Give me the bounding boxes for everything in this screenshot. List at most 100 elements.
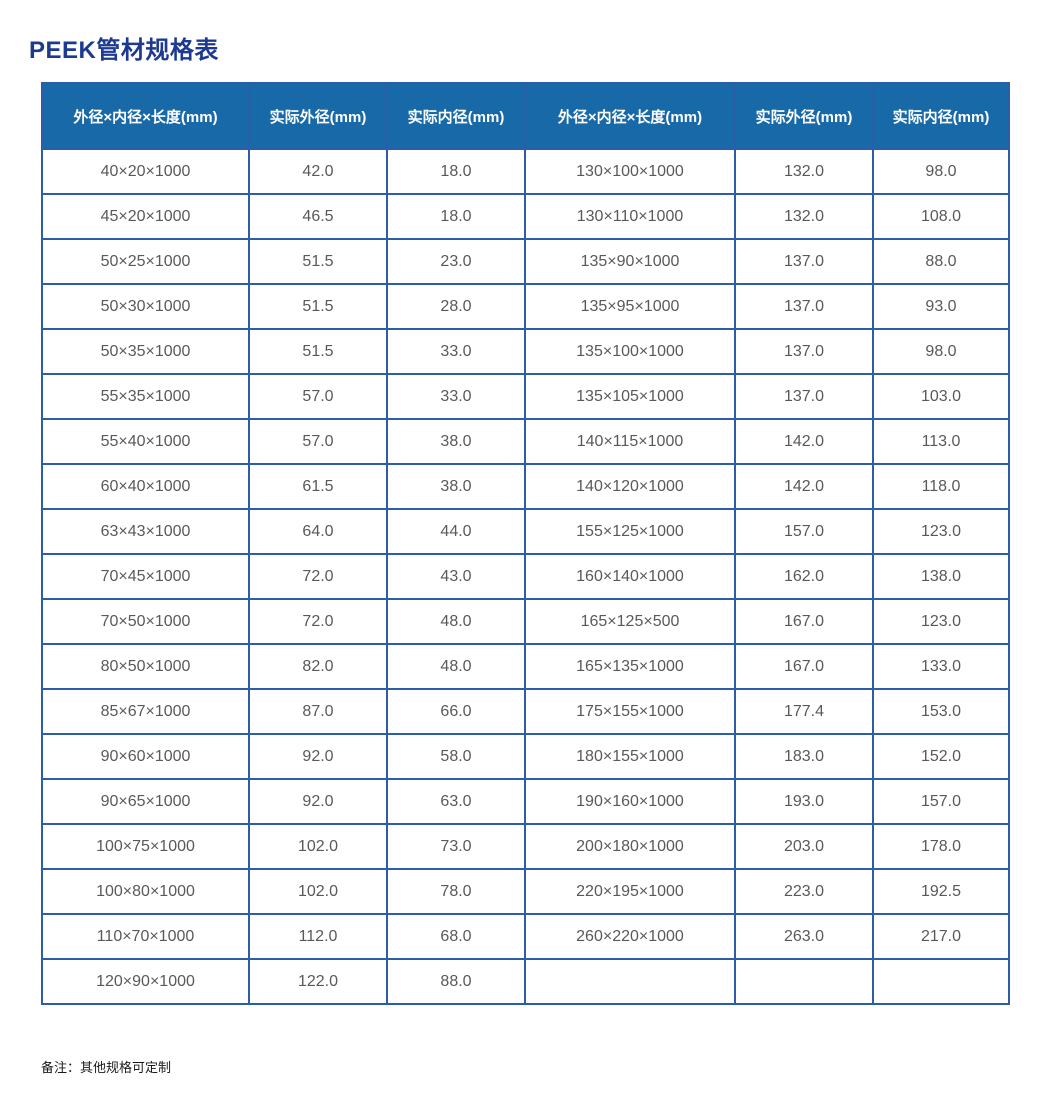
table-cell: 58.0 — [386, 733, 526, 780]
table-cell: 192.5 — [872, 868, 1010, 915]
table-row: 50×25×1000 51.5 23.0 135×90×1000 137.0 88.0 — [41, 238, 1010, 285]
column-header: 外径×内径×长度(mm) — [41, 82, 250, 150]
table-cell: 78.0 — [386, 868, 526, 915]
table-row: 100×80×1000 102.0 78.0 220×195×1000 223.0 192… — [41, 868, 1010, 915]
table-cell: 217.0 — [872, 913, 1010, 960]
table-cell: 33.0 — [386, 328, 526, 375]
table-cell: 92.0 — [248, 733, 388, 780]
table-cell: 108.0 — [872, 193, 1010, 240]
table-row: 50×35×1000 51.5 33.0 135×100×1000 137.0 98.0 — [41, 328, 1010, 375]
table-row: 100×75×1000 102.0 73.0 200×180×1000 203.0 178… — [41, 823, 1010, 870]
table-cell: 165×125×500 — [524, 598, 736, 645]
table-row: 90×60×1000 92.0 58.0 180×155×1000 183.0 152.0 — [41, 733, 1010, 780]
table-header: 外径×内径×长度(mm) 实际外径(mm) 实际内径(mm) 外径×内径×长度(mm)… — [41, 82, 1010, 150]
table-cell: 155×125×1000 — [524, 508, 736, 555]
table-cell: 50×35×1000 — [41, 328, 250, 375]
column-header: 实际内径(mm) — [386, 82, 526, 150]
table-cell: 87.0 — [248, 688, 388, 735]
table-cell: 63.0 — [386, 778, 526, 825]
table-cell — [524, 958, 736, 1005]
table-cell: 88.0 — [386, 958, 526, 1005]
table-cell: 138.0 — [872, 553, 1010, 600]
table-cell: 177.4 — [734, 688, 874, 735]
table-cell: 48.0 — [386, 598, 526, 645]
table-cell: 142.0 — [734, 418, 874, 465]
table-cell: 72.0 — [248, 598, 388, 645]
table-cell: 64.0 — [248, 508, 388, 555]
table-cell: 23.0 — [386, 238, 526, 285]
table-row: 90×65×1000 92.0 63.0 190×160×1000 193.0 157.0 — [41, 778, 1010, 825]
table-cell: 45×20×1000 — [41, 193, 250, 240]
table-cell: 183.0 — [734, 733, 874, 780]
table-cell: 130×110×1000 — [524, 193, 736, 240]
table-cell: 190×160×1000 — [524, 778, 736, 825]
column-header: 实际内径(mm) — [872, 82, 1010, 150]
table-row: 55×40×1000 57.0 38.0 140×115×1000 142.0 113.0 — [41, 418, 1010, 465]
table-cell: 92.0 — [248, 778, 388, 825]
table-cell: 118.0 — [872, 463, 1010, 510]
table-cell: 51.5 — [248, 283, 388, 330]
table-cell: 152.0 — [872, 733, 1010, 780]
table-cell: 223.0 — [734, 868, 874, 915]
table-row: 70×45×1000 72.0 43.0 160×140×1000 162.0 138.0 — [41, 553, 1010, 600]
table-cell: 167.0 — [734, 643, 874, 690]
table-cell: 133.0 — [872, 643, 1010, 690]
table-cell: 203.0 — [734, 823, 874, 870]
table-cell: 88.0 — [872, 238, 1010, 285]
table-cell: 43.0 — [386, 553, 526, 600]
table-cell: 135×90×1000 — [524, 238, 736, 285]
table-cell: 132.0 — [734, 148, 874, 195]
table-row: 85×67×1000 87.0 66.0 175×155×1000 177.4 153.0 — [41, 688, 1010, 735]
table-cell: 51.5 — [248, 238, 388, 285]
table-cell: 112.0 — [248, 913, 388, 960]
table-cell: 63×43×1000 — [41, 508, 250, 555]
table-cell: 162.0 — [734, 553, 874, 600]
table-row: 45×20×1000 46.5 18.0 130×110×1000 132.0 108.0 — [41, 193, 1010, 240]
column-header: 实际外径(mm) — [248, 82, 388, 150]
table-cell: 18.0 — [386, 148, 526, 195]
table-cell: 18.0 — [386, 193, 526, 240]
table-cell: 98.0 — [872, 148, 1010, 195]
table-cell: 137.0 — [734, 283, 874, 330]
table-cell: 51.5 — [248, 328, 388, 375]
table-cell: 200×180×1000 — [524, 823, 736, 870]
table-cell: 110×70×1000 — [41, 913, 250, 960]
table-cell: 93.0 — [872, 283, 1010, 330]
table-row: 50×30×1000 51.5 28.0 135×95×1000 137.0 93.0 — [41, 283, 1010, 330]
table-cell: 140×120×1000 — [524, 463, 736, 510]
table-cell: 135×105×1000 — [524, 373, 736, 420]
table-cell: 100×80×1000 — [41, 868, 250, 915]
table-cell: 263.0 — [734, 913, 874, 960]
table-cell: 122.0 — [248, 958, 388, 1005]
page-title: PEEK管材规格表 — [29, 37, 219, 64]
table-cell: 113.0 — [872, 418, 1010, 465]
table-cell: 55×35×1000 — [41, 373, 250, 420]
table-cell — [734, 958, 874, 1005]
table-cell: 137.0 — [734, 373, 874, 420]
table-row: 80×50×1000 82.0 48.0 165×135×1000 167.0 133.0 — [41, 643, 1010, 690]
table-cell: 102.0 — [248, 868, 388, 915]
table-row: 40×20×1000 42.0 18.0 130×100×1000 132.0 98.0 — [41, 148, 1010, 195]
table-row: 120×90×1000 122.0 88.0 — [41, 958, 1010, 1005]
table-cell: 40×20×1000 — [41, 148, 250, 195]
table-cell: 165×135×1000 — [524, 643, 736, 690]
table-cell: 61.5 — [248, 463, 388, 510]
table-cell: 157.0 — [872, 778, 1010, 825]
table-cell: 70×50×1000 — [41, 598, 250, 645]
table-cell: 57.0 — [248, 418, 388, 465]
table-cell: 50×30×1000 — [41, 283, 250, 330]
table-cell: 73.0 — [386, 823, 526, 870]
table-cell: 82.0 — [248, 643, 388, 690]
table-cell: 50×25×1000 — [41, 238, 250, 285]
table-cell: 180×155×1000 — [524, 733, 736, 780]
table-cell: 102.0 — [248, 823, 388, 870]
table-cell: 100×75×1000 — [41, 823, 250, 870]
table-cell: 48.0 — [386, 643, 526, 690]
table-row: 60×40×1000 61.5 38.0 140×120×1000 142.0 118.0 — [41, 463, 1010, 510]
table-cell: 38.0 — [386, 418, 526, 465]
table-cell: 68.0 — [386, 913, 526, 960]
table-cell: 142.0 — [734, 463, 874, 510]
table-cell: 80×50×1000 — [41, 643, 250, 690]
table-cell: 175×155×1000 — [524, 688, 736, 735]
